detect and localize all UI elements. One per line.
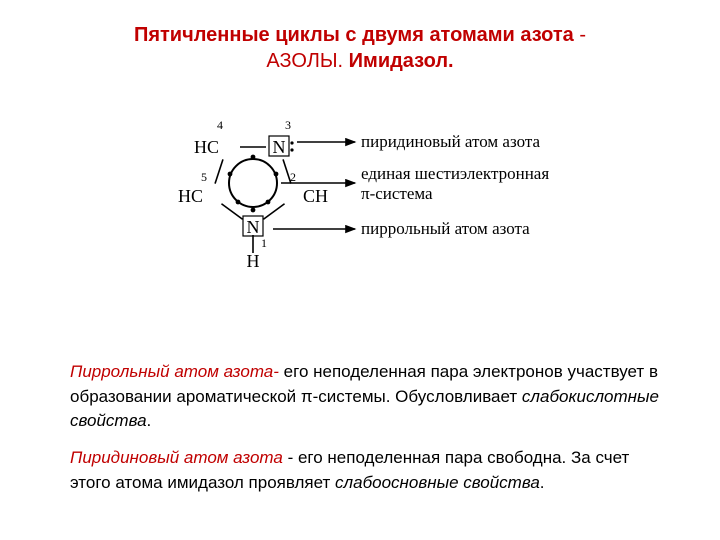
svg-text:4: 4 (217, 118, 223, 132)
title-line2-bold: Имидазол. (343, 50, 454, 72)
svg-text:единая шестиэлектронная: единая шестиэлектронная (361, 164, 549, 183)
pyrrole-lead: Пиррольный атом азота- (70, 362, 284, 381)
svg-text:2: 2 (290, 170, 296, 184)
svg-text:HC: HC (178, 186, 203, 206)
svg-text:CH: CH (303, 186, 328, 206)
paragraph-pyrrole: Пиррольный атом азота- его неподеленная … (70, 360, 660, 434)
pyridine-dot: . (540, 473, 545, 492)
pyridine-tail: слабоосновные свойства (335, 473, 540, 492)
imidazole-diagram: N CH N HC HC 1 2 3 4 5 Hпиридиновый атом азота един… (175, 105, 605, 285)
title-line1-tail: - (574, 24, 586, 46)
svg-text:π-система: π-система (361, 184, 433, 203)
title-line2-plain: АЗОЛЫ. (266, 50, 343, 72)
svg-text:5: 5 (201, 170, 207, 184)
paragraph-pyridine: Пиридиновый атом азота - его неподеленна… (70, 446, 660, 495)
explanation-block: Пиррольный атом азота- его неподеленная … (70, 360, 660, 507)
svg-text:N: N (273, 137, 286, 157)
svg-text:HC: HC (194, 137, 219, 157)
svg-text:N: N (247, 217, 260, 237)
svg-text:3: 3 (285, 118, 291, 132)
svg-text:1: 1 (261, 236, 267, 250)
title-line1-bold: Пятичленные циклы с двумя атомами азота (134, 24, 574, 46)
svg-text:пиридиновый атом азота: пиридиновый атом азота (361, 132, 541, 151)
slide: Пятичленные циклы с двумя атомами азота … (0, 0, 720, 540)
svg-text:H: H (247, 251, 260, 271)
pyridine-lead: Пиридиновый атом азота (70, 448, 288, 467)
pyrrole-dot: . (147, 411, 152, 430)
svg-text:пиррольный атом азота: пиррольный атом азота (361, 219, 530, 238)
title-block: Пятичленные циклы с двумя атомами азота … (0, 22, 720, 74)
